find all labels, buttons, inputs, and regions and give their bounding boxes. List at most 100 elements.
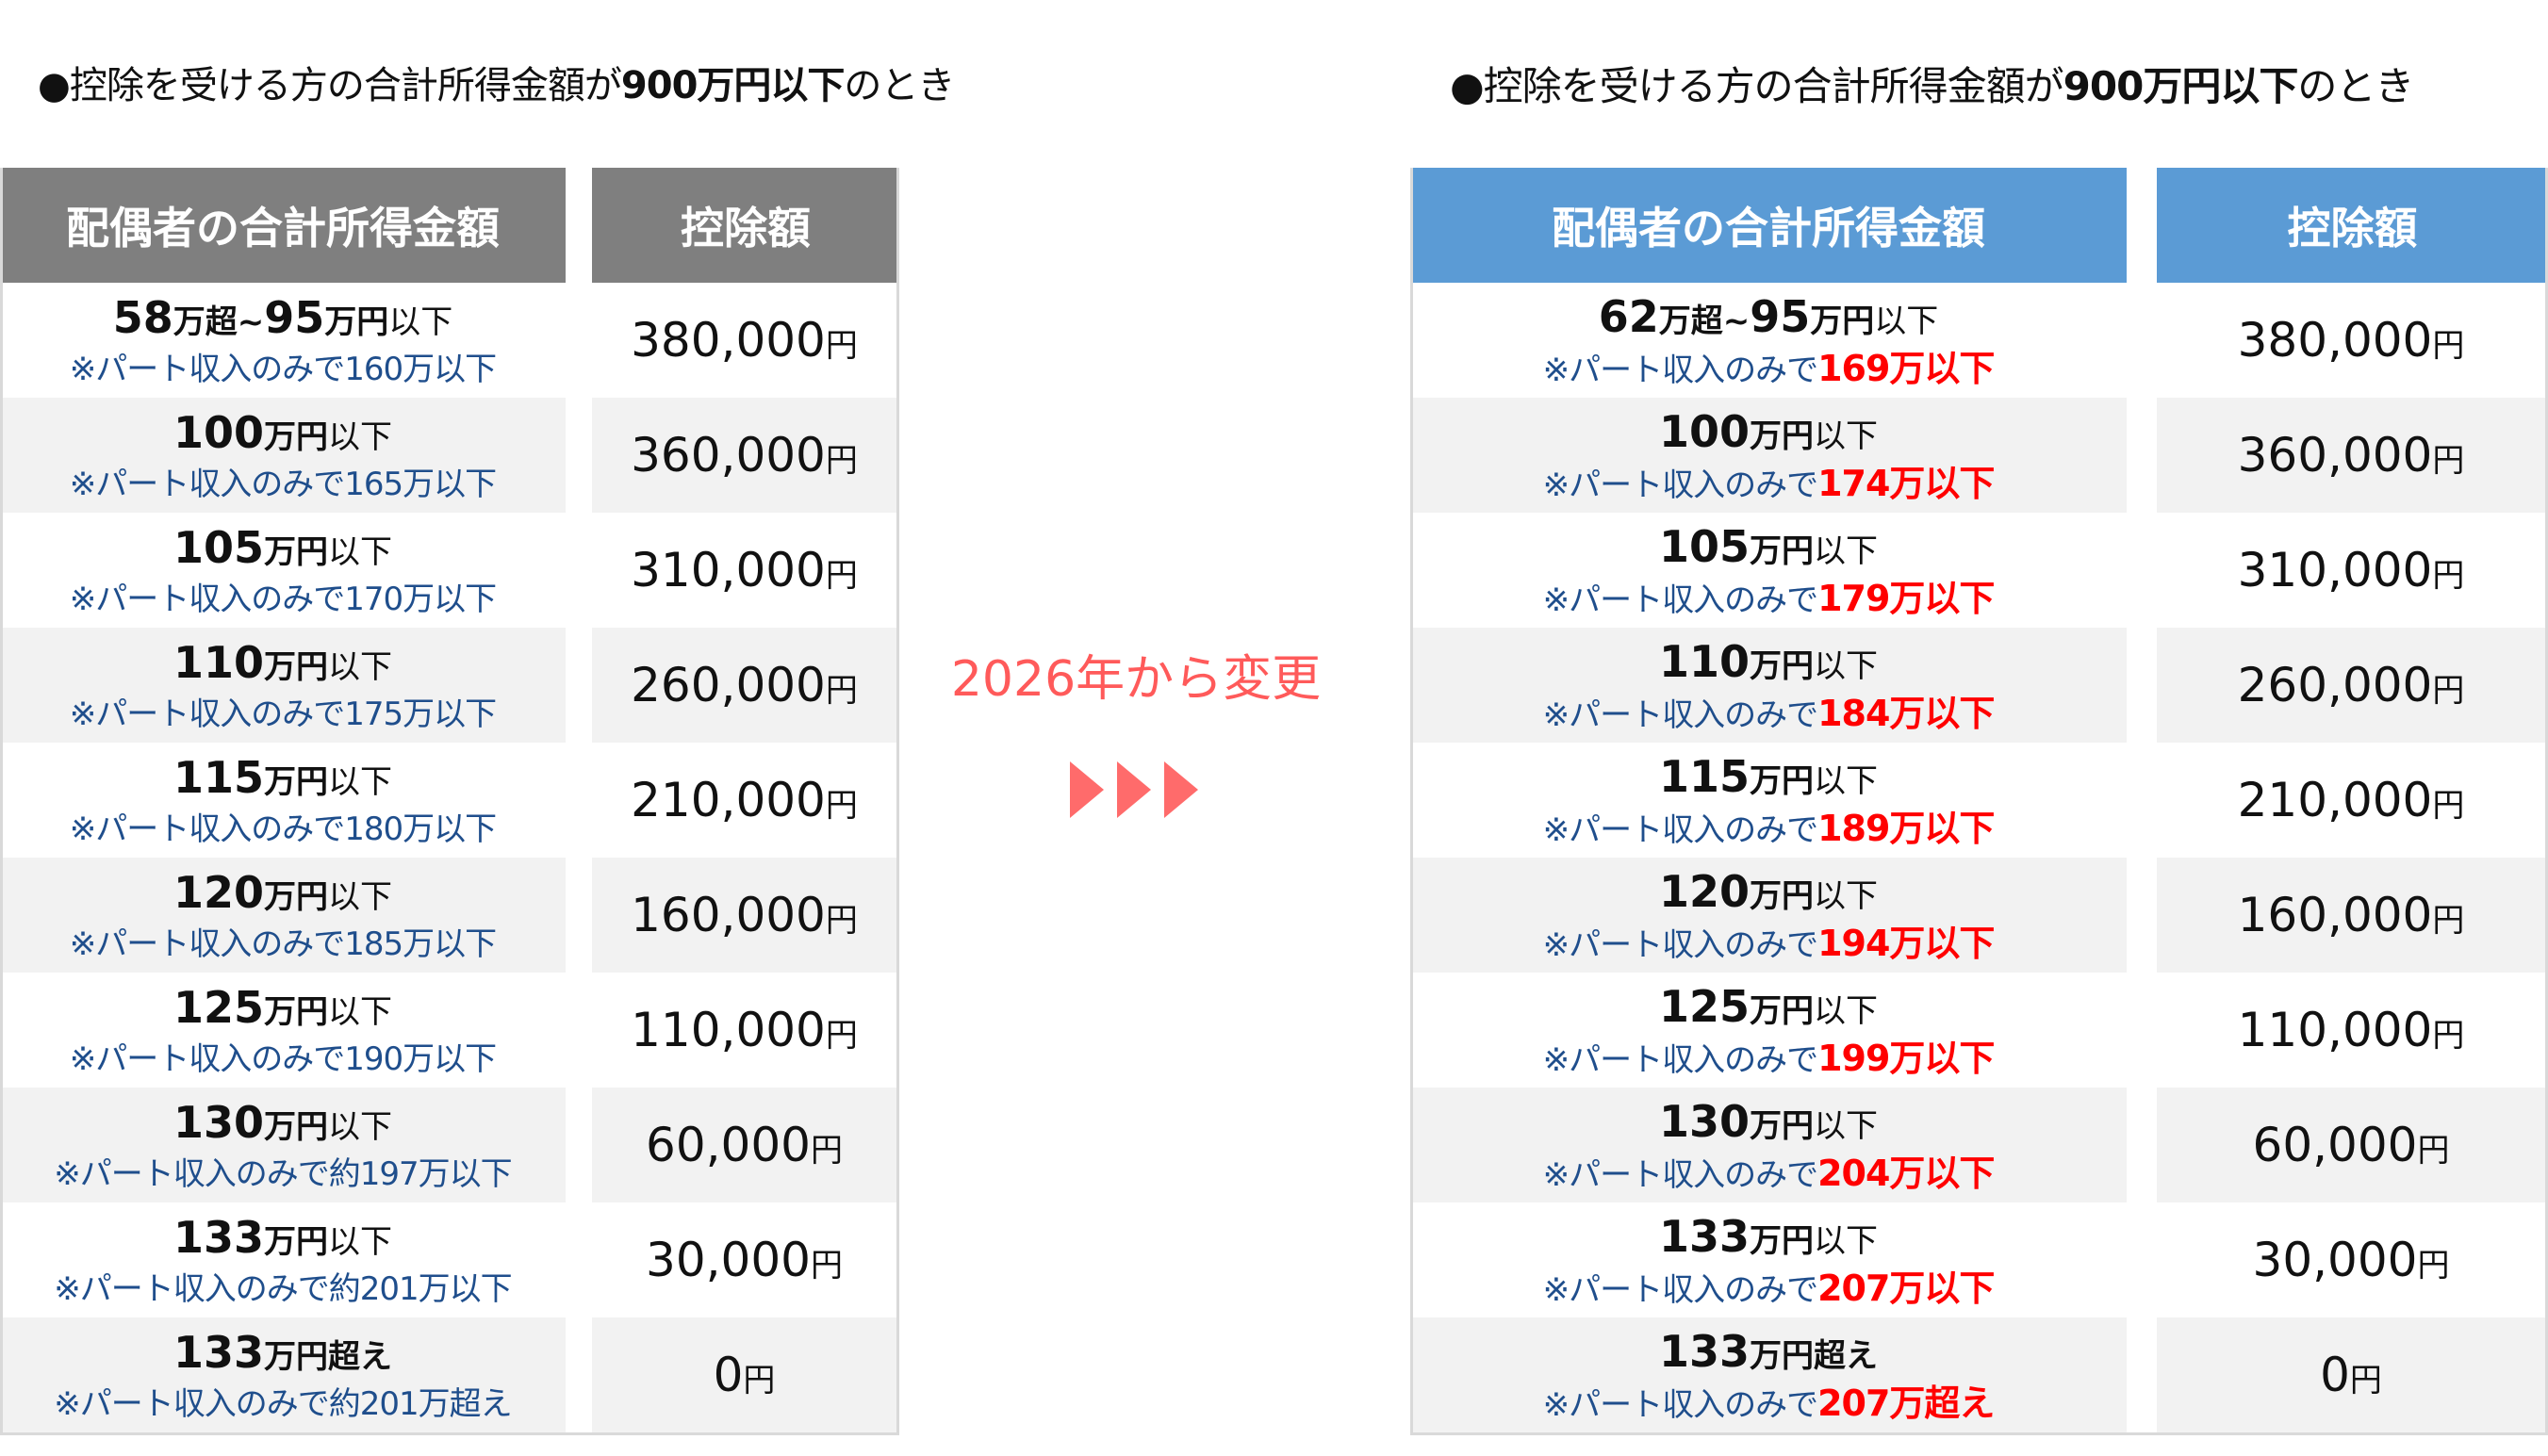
- part-time-income-note: ※パート収入のみで約201万以下: [54, 1269, 512, 1308]
- part-time-income-note: ※パート収入のみで199万以下: [1542, 1037, 1996, 1079]
- deduction-amount: 360,000円: [631, 428, 858, 483]
- table-row: 120万円以下 ※パート収入のみで194万以下 160,000円: [1410, 858, 2548, 973]
- deduction-amount: 60,000円: [646, 1118, 843, 1172]
- table-row: 100万円以下 ※パート収入のみで174万以下 360,000円: [1410, 398, 2548, 513]
- income-cell: 58万超~95万円以下 ※パート収入のみで160万以下: [0, 283, 566, 398]
- deduction-amount-cell: 360,000円: [592, 398, 896, 513]
- deduction-amount-cell: 30,000円: [2157, 1202, 2545, 1317]
- header-deduction-amount: 控除額: [2157, 168, 2548, 283]
- right-condition-heading: ●控除を受ける方の合計所得金額が900万円以下のとき: [1450, 63, 2414, 109]
- income-cell: 133万円以下 ※パート収入のみで207万以下: [1410, 1202, 2127, 1317]
- deduction-amount-cell: 160,000円: [592, 858, 896, 973]
- table-row: 100万円以下 ※パート収入のみで165万以下 360,000円: [0, 398, 899, 513]
- table-row: 115万円以下 ※パート収入のみで180万以下 210,000円: [0, 743, 899, 858]
- header-spouse-income: 配偶者の合計所得金額: [1410, 168, 2127, 283]
- income-threshold: 100万円以下: [1658, 405, 1879, 457]
- income-cell: 120万円以下 ※パート収入のみで185万以下: [0, 858, 566, 973]
- income-cell: 133万円超え ※パート収入のみで約201万超え: [0, 1317, 566, 1432]
- income-cell: 133万円以下 ※パート収入のみで約201万以下: [0, 1202, 566, 1317]
- deduction-amount: 30,000円: [646, 1233, 843, 1287]
- deduction-amount-cell: 110,000円: [2157, 973, 2545, 1088]
- income-threshold: 105万円以下: [173, 521, 393, 573]
- part-time-income-note: ※パート収入のみで204万以下: [1542, 1152, 1996, 1194]
- income-cell: 110万円以下 ※パート収入のみで175万以下: [0, 628, 566, 743]
- new-deduction-table: 配偶者の合計所得金額 控除額 62万超~95万円以下 ※パート収入のみで169万以…: [1410, 168, 2548, 1435]
- change-from-2026-label: 2026年から変更: [950, 651, 1322, 708]
- deduction-amount: 110,000円: [2237, 1003, 2465, 1057]
- deduction-amount-cell: 60,000円: [592, 1088, 896, 1202]
- income-cell: 130万円以下 ※パート収入のみで約197万以下: [0, 1088, 566, 1202]
- part-time-income-note: ※パート収入のみで190万以下: [69, 1039, 497, 1078]
- income-cell: 110万円以下 ※パート収入のみで184万以下: [1410, 628, 2127, 743]
- deduction-amount-cell: 0円: [2157, 1317, 2545, 1432]
- income-threshold: 125万円以下: [173, 981, 393, 1033]
- deduction-amount-cell: 60,000円: [2157, 1088, 2545, 1202]
- deduction-amount: 310,000円: [631, 543, 858, 597]
- income-threshold: 130万円以下: [173, 1096, 393, 1148]
- deduction-amount-cell: 160,000円: [2157, 858, 2545, 973]
- income-threshold: 115万円以下: [173, 751, 393, 803]
- income-cell: 100万円以下 ※パート収入のみで165万以下: [0, 398, 566, 513]
- part-time-income-note: ※パート収入のみで約201万超え: [54, 1384, 512, 1423]
- deduction-amount-cell: 260,000円: [2157, 628, 2545, 743]
- table-row: 133万円以下 ※パート収入のみで207万以下 30,000円: [1410, 1202, 2548, 1317]
- part-time-income-note: ※パート収入のみで194万以下: [1542, 922, 1996, 964]
- income-cell: 125万円以下 ※パート収入のみで199万以下: [1410, 973, 2127, 1088]
- triple-triangle-arrow-icon: [1070, 761, 1202, 818]
- income-threshold: 105万円以下: [1658, 520, 1879, 572]
- table-row: 58万超~95万円以下 ※パート収入のみで160万以下 380,000円: [0, 283, 899, 398]
- deduction-amount-cell: 310,000円: [2157, 513, 2545, 628]
- income-threshold: 62万超~95万円以下: [1598, 290, 1939, 342]
- deduction-amount: 260,000円: [631, 658, 858, 712]
- income-cell: 105万円以下 ※パート収入のみで179万以下: [1410, 513, 2127, 628]
- income-cell: 125万円以下 ※パート収入のみで190万以下: [0, 973, 566, 1088]
- income-threshold: 58万超~95万円以下: [112, 291, 453, 343]
- income-threshold: 133万円以下: [173, 1211, 393, 1263]
- part-time-income-note: ※パート収入のみで175万以下: [69, 695, 497, 733]
- income-threshold: 115万円以下: [1658, 750, 1879, 802]
- deduction-amount: 60,000円: [2252, 1118, 2450, 1172]
- part-time-income-note: ※パート収入のみで170万以下: [69, 580, 497, 618]
- part-time-income-note: ※パート収入のみで174万以下: [1542, 462, 1996, 504]
- deduction-amount: 0円: [713, 1348, 776, 1402]
- deduction-amount: 360,000円: [2237, 428, 2465, 483]
- deduction-amount: 310,000円: [2237, 543, 2465, 597]
- table-row: 130万円以下 ※パート収入のみで約197万以下 60,000円: [0, 1088, 899, 1202]
- income-cell: 120万円以下 ※パート収入のみで194万以下: [1410, 858, 2127, 973]
- part-time-income-note: ※パート収入のみで207万超え: [1542, 1382, 1996, 1424]
- deduction-amount: 260,000円: [2237, 658, 2465, 712]
- income-threshold: 100万円以下: [173, 406, 393, 458]
- income-threshold: 133万円超え: [1658, 1325, 1879, 1377]
- deduction-amount-cell: 360,000円: [2157, 398, 2545, 513]
- income-cell: 133万円超え ※パート収入のみで207万超え: [1410, 1317, 2127, 1432]
- income-threshold: 133万円以下: [1658, 1210, 1879, 1262]
- part-time-income-note: ※パート収入のみで184万以下: [1542, 692, 1996, 734]
- income-threshold: 125万円以下: [1658, 980, 1879, 1032]
- deduction-amount: 380,000円: [2237, 313, 2465, 368]
- part-time-income-note: ※パート収入のみで169万以下: [1542, 347, 1996, 389]
- income-threshold: 133万円超え: [173, 1326, 393, 1378]
- table-row: 105万円以下 ※パート収入のみで179万以下 310,000円: [1410, 513, 2548, 628]
- deduction-amount: 160,000円: [2237, 888, 2465, 942]
- part-time-income-note: ※パート収入のみで約197万以下: [54, 1154, 512, 1193]
- deduction-amount-cell: 0円: [592, 1317, 896, 1432]
- income-cell: 105万円以下 ※パート収入のみで170万以下: [0, 513, 566, 628]
- deduction-amount: 380,000円: [631, 313, 858, 368]
- table-row: 133万円以下 ※パート収入のみで約201万以下 30,000円: [0, 1202, 899, 1317]
- deduction-amount: 210,000円: [2237, 773, 2465, 827]
- table-row: 120万円以下 ※パート収入のみで185万以下 160,000円: [0, 858, 899, 973]
- income-cell: 115万円以下 ※パート収入のみで180万以下: [0, 743, 566, 858]
- part-time-income-note: ※パート収入のみで180万以下: [69, 810, 497, 848]
- income-cell: 115万円以下 ※パート収入のみで189万以下: [1410, 743, 2127, 858]
- header-deduction-amount: 控除額: [592, 168, 899, 283]
- table-row: 133万円超え ※パート収入のみで207万超え 0円: [1410, 1317, 2548, 1432]
- deduction-amount-cell: 210,000円: [2157, 743, 2545, 858]
- table-row: 105万円以下 ※パート収入のみで170万以下 310,000円: [0, 513, 899, 628]
- income-threshold: 110万円以下: [173, 636, 393, 688]
- deduction-amount-cell: 260,000円: [592, 628, 896, 743]
- income-cell: 100万円以下 ※パート収入のみで174万以下: [1410, 398, 2127, 513]
- income-threshold: 130万円以下: [1658, 1095, 1879, 1147]
- deduction-amount: 210,000円: [631, 773, 858, 827]
- table-row: 115万円以下 ※パート収入のみで189万以下 210,000円: [1410, 743, 2548, 858]
- table-row: 110万円以下 ※パート収入のみで184万以下 260,000円: [1410, 628, 2548, 743]
